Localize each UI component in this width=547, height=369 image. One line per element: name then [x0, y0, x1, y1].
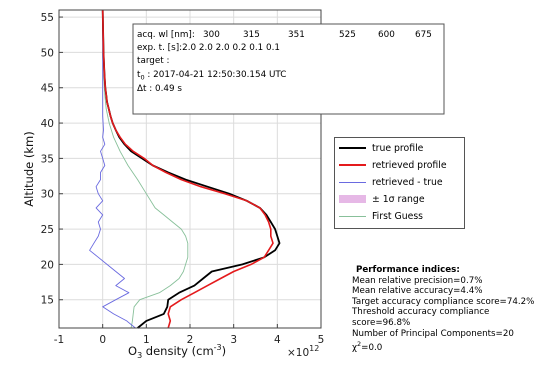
y-tick-label: 30 — [41, 189, 54, 201]
legend-swatch — [339, 164, 366, 166]
acquisition-info-box: acq. wl [nm]: 300 315 351 525 600 675 ex… — [133, 24, 444, 114]
y-tick-label: 55 — [41, 12, 54, 24]
performance-indices: Performance indices: Mean relative preci… — [352, 265, 547, 354]
perf-line-chi2: χ2=0.0 — [352, 339, 547, 353]
acq-wavelengths: acq. wl [nm]: — [137, 30, 195, 40]
y-tick-label: 45 — [41, 83, 54, 95]
x-tick-label: 0 — [99, 334, 106, 346]
legend-label: retrieved - true — [372, 177, 443, 188]
y-tick-label: 50 — [41, 47, 54, 59]
wavelength-300: 300 — [203, 30, 220, 40]
perf-line-components: Number of Principal Components=20 — [352, 329, 547, 340]
t0-timestamp: t0 : 2017-04-21 12:50:30.154 UTC — [137, 70, 286, 82]
perf-line-precision: Mean relative precision=0.7% — [352, 276, 547, 287]
perf-line-accuracy: Mean relative accuracy=4.4% — [352, 286, 547, 297]
legend-label: retrieved profile — [372, 160, 447, 171]
legend-item: First Guess — [339, 210, 423, 222]
y-tick-label: 40 — [41, 118, 54, 130]
x-tick-label: 4 — [274, 334, 281, 346]
wavelength-315: 315 — [243, 30, 260, 40]
wavelength-351: 351 — [288, 30, 305, 40]
x-tick-label: 3 — [230, 334, 237, 346]
x-tick-label: -1 — [54, 334, 64, 346]
y-tick-label: 15 — [41, 295, 54, 307]
performance-title: Performance indices: — [352, 265, 547, 276]
legend-item: true profile — [339, 142, 423, 154]
y-tick-label: 20 — [41, 259, 54, 271]
legend-label: true profile — [372, 143, 423, 154]
legend-swatch — [339, 195, 366, 203]
legend-swatch — [339, 182, 366, 183]
x-axis-multiplier: ×1012 — [287, 344, 319, 359]
y-tick-label: 25 — [41, 224, 54, 236]
legend-swatch — [339, 216, 366, 217]
target-line: target : — [137, 56, 170, 66]
legend-swatch — [339, 147, 366, 149]
legend-label: First Guess — [372, 211, 423, 222]
retrieved-minus-true-line — [90, 10, 136, 328]
y-axis-label: Altitude (km) — [22, 131, 36, 206]
perf-line-threshold-score: Threshold accuracy compliance score=96.8… — [352, 307, 547, 328]
legend: true profile retrieved profile retrieved -… — [334, 137, 465, 229]
x-ticks: -1 0 1 2 3 4 5 — [54, 324, 325, 346]
legend-item: ± 1σ range — [339, 193, 425, 205]
perf-line-target-score: Target accuracy compliance score=74.2% — [352, 297, 547, 308]
y-ticks: 15 20 25 30 35 40 45 50 55 — [41, 12, 63, 307]
wavelength-675: 675 — [415, 30, 432, 40]
x-axis-label: O3 density (cm-3) — [128, 343, 226, 360]
y-tick-label: 35 — [41, 153, 54, 165]
wavelength-600: 600 — [378, 30, 395, 40]
delta-t: Δt : 0.49 s — [137, 84, 182, 94]
legend-label: ± 1σ range — [372, 194, 425, 205]
wavelength-525: 525 — [339, 30, 356, 40]
legend-item: retrieved - true — [339, 176, 443, 188]
legend-item: retrieved profile — [339, 159, 447, 171]
exposure-times: exp. t. [s]:2.0 2.0 2.0 0.2 0.1 0.1 — [137, 43, 280, 53]
